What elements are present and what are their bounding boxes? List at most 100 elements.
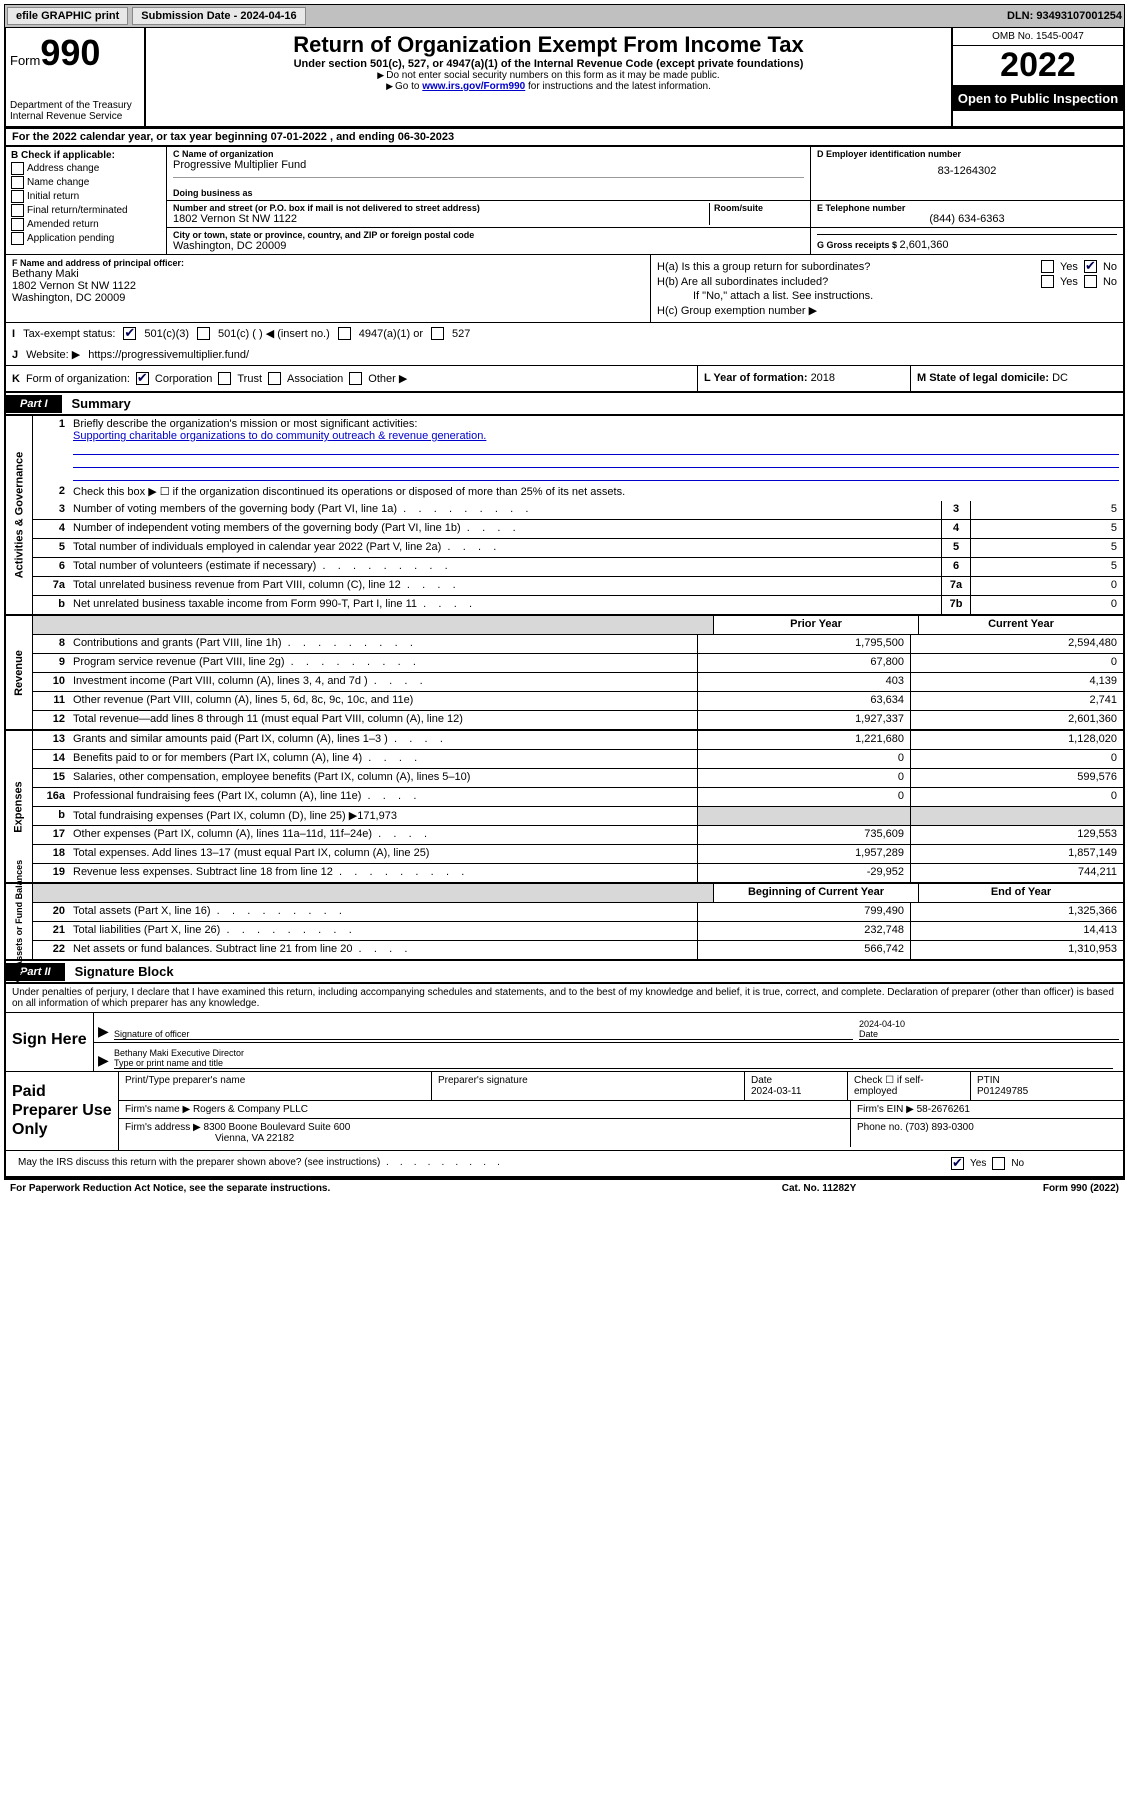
- i-letter: I: [12, 328, 15, 340]
- lbl-corporation: Corporation: [155, 373, 212, 385]
- ha-yes-lbl: Yes: [1060, 261, 1078, 273]
- cb-527[interactable]: [431, 327, 444, 340]
- l7b-n: b: [33, 596, 69, 614]
- l7b-text: Net unrelated business taxable income fr…: [69, 596, 941, 614]
- l-label: L Year of formation:: [704, 372, 811, 384]
- col-begin: Beginning of Current Year: [713, 884, 918, 902]
- cb-corporation[interactable]: [136, 372, 149, 385]
- l7a-val: 0: [970, 577, 1123, 595]
- l10-current: 4,139: [910, 673, 1123, 691]
- l10-prior: 403: [697, 673, 910, 691]
- l11-text: Other revenue (Part VIII, column (A), li…: [69, 692, 697, 710]
- cb-501c[interactable]: [197, 327, 210, 340]
- ha-yes[interactable]: [1041, 260, 1054, 273]
- discuss-yes-lbl: Yes: [970, 1158, 986, 1169]
- line-a-begin: 07-01-2022: [271, 131, 327, 143]
- l13-prior: 1,221,680: [697, 731, 910, 749]
- sig-date-label: Date: [859, 1029, 1119, 1039]
- gross-receipts: 2,601,360: [900, 239, 949, 251]
- subdate-label: Submission Date -: [141, 10, 240, 22]
- l12-current: 2,601,360: [910, 711, 1123, 729]
- dln-label: DLN:: [1007, 10, 1036, 22]
- pp-c1: Print/Type preparer's name: [125, 1075, 425, 1086]
- website-value: https://progressivemultiplier.fund/: [88, 349, 249, 361]
- dln: DLN: 93493107001254: [1007, 10, 1122, 22]
- preparer-phone: (703) 893-0300: [905, 1122, 973, 1133]
- top-bar: efile GRAPHIC print Submission Date - 20…: [4, 4, 1125, 28]
- l13-n: 13: [33, 731, 69, 749]
- hb-no[interactable]: [1084, 275, 1097, 288]
- c-name-label: C Name of organization: [173, 149, 804, 159]
- cb-501c3[interactable]: [123, 327, 136, 340]
- cb-amended[interactable]: [11, 218, 24, 231]
- l2-text: Check this box ▶ ☐ if the organization d…: [69, 483, 1123, 501]
- discuss-question: May the IRS discuss this return with the…: [12, 1154, 945, 1173]
- cb-name-change[interactable]: [11, 176, 24, 189]
- l12-text: Total revenue—add lines 8 through 11 (mu…: [69, 711, 697, 729]
- form-header: Form990 Department of the Treasury Inter…: [4, 28, 1125, 128]
- firm-ein: 58-2676261: [917, 1104, 970, 1115]
- cb-other[interactable]: [349, 372, 362, 385]
- l15-text: Salaries, other compensation, employee b…: [69, 769, 697, 787]
- suite-label: Room/suite: [714, 203, 804, 213]
- cb-final-return[interactable]: [11, 204, 24, 217]
- l6-n: 6: [33, 558, 69, 576]
- col-end: End of Year: [918, 884, 1123, 902]
- dln-value: 93493107001254: [1036, 10, 1122, 22]
- pp-c2: Preparer's signature: [438, 1075, 738, 1086]
- l16b-n: b: [33, 807, 69, 825]
- l20-current: 1,325,366: [910, 903, 1123, 921]
- lbl-527: 527: [452, 328, 470, 340]
- l16a-current: 0: [910, 788, 1123, 806]
- l3-n: 3: [33, 501, 69, 519]
- officer-addr1: 1802 Vernon St NW 1122: [12, 280, 644, 292]
- discuss-yes[interactable]: [951, 1157, 964, 1170]
- l15-n: 15: [33, 769, 69, 787]
- signature-section: Under penalties of perjury, I declare th…: [4, 984, 1125, 1179]
- hb-yes[interactable]: [1041, 275, 1054, 288]
- pp-c3-val: 2024-03-11: [751, 1086, 841, 1097]
- city-value: Washington, DC 20009: [173, 240, 804, 252]
- hb-note: If "No," attach a list. See instructions…: [657, 290, 1117, 302]
- k-text: Form of organization:: [26, 373, 130, 385]
- year-block: OMB No. 1545-0047 2022 Open to Public In…: [951, 28, 1123, 126]
- lbl-association: Association: [287, 373, 343, 385]
- cb-address-change[interactable]: [11, 162, 24, 175]
- irs-link[interactable]: www.irs.gov/Form990: [422, 81, 525, 92]
- ha-no[interactable]: [1084, 260, 1097, 273]
- discuss-no[interactable]: [992, 1157, 1005, 1170]
- submission-date: Submission Date - 2024-04-16: [132, 7, 305, 25]
- section-net-assets: Net Assets or Fund Balances Beginning of…: [4, 884, 1125, 961]
- l21-n: 21: [33, 922, 69, 940]
- l1-n: 1: [33, 416, 69, 483]
- l9-n: 9: [33, 654, 69, 672]
- l17-text: Other expenses (Part IX, column (A), lin…: [69, 826, 697, 844]
- l8-prior: 1,795,500: [697, 635, 910, 653]
- cb-initial-return[interactable]: [11, 190, 24, 203]
- l5-n: 5: [33, 539, 69, 557]
- l4-text: Number of independent voting members of …: [69, 520, 941, 538]
- cb-4947[interactable]: [338, 327, 351, 340]
- side-exp: Expenses: [13, 781, 25, 832]
- discuss-no-lbl: No: [1011, 1158, 1024, 1169]
- cb-application-pending[interactable]: [11, 232, 24, 245]
- l5-val: 5: [970, 539, 1123, 557]
- l7a-n: 7a: [33, 577, 69, 595]
- addr-value: 1802 Vernon St NW 1122: [173, 213, 709, 225]
- l11-current: 2,741: [910, 692, 1123, 710]
- paid-preparer-section: Paid Preparer Use Only Print/Type prepar…: [6, 1071, 1123, 1150]
- l6-box: 6: [941, 558, 970, 576]
- cb-association[interactable]: [268, 372, 281, 385]
- efile-button[interactable]: efile GRAPHIC print: [7, 7, 128, 25]
- lbl-other: Other ▶: [368, 372, 407, 385]
- sign-here-label: Sign Here: [6, 1013, 94, 1071]
- column-h: H(a) Is this a group return for subordin…: [651, 255, 1123, 322]
- l10-n: 10: [33, 673, 69, 691]
- arrow-icon: ▶: [98, 1023, 114, 1040]
- l16b-val: 171,973: [357, 810, 397, 822]
- cb-trust[interactable]: [218, 372, 231, 385]
- instr-1: Do not enter social security numbers on …: [154, 70, 943, 81]
- section-activities-governance: Activities & Governance 1 Briefly descri…: [4, 416, 1125, 616]
- k-letter: K: [12, 373, 20, 385]
- l19-current: 744,211: [910, 864, 1123, 882]
